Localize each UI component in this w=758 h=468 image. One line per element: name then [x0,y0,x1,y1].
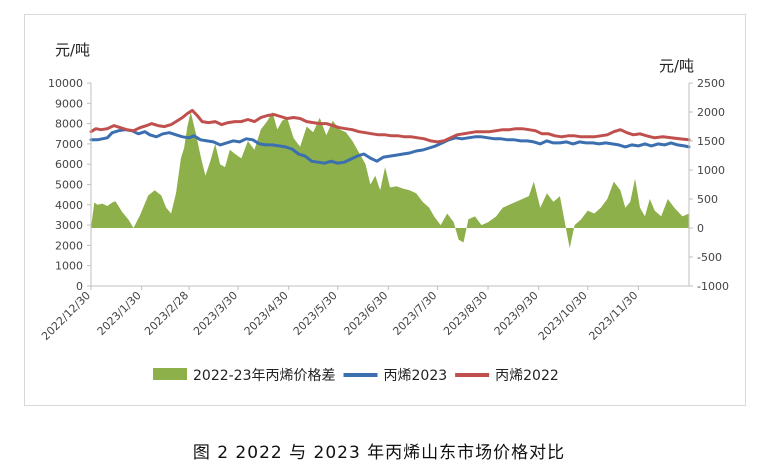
left-tick-label: 7000 [55,138,83,151]
figure-caption: 图 2 2022 与 2023 年丙烯山东市场价格对比 [192,443,566,463]
x-tick-label: 2023/7/30 [390,289,439,338]
left-tick-label: 10000 [48,77,83,90]
x-tick-label: 2023/1/30 [95,289,144,338]
right-tick-label: -500 [697,251,722,264]
legend: 2022-23年丙烯价格差 丙烯2023 丙烯2022 [153,368,559,384]
right-tick-label: -1000 [697,280,729,293]
x-tick-label: 2022/12/30 [39,289,93,343]
x-tick-label: 2023/2/28 [142,289,191,338]
series-area-diff [91,112,689,249]
x-tick-label: 2023/9/30 [492,289,541,338]
x-tick-label: 2023/10/30 [536,289,590,343]
right-tick-label: 1500 [697,135,725,148]
left-tick-label: 9000 [55,97,83,110]
x-tick-label: 2023/11/30 [586,289,640,343]
left-tick-label: 6000 [55,158,83,171]
left-tick-label: 5000 [55,179,83,192]
legend-label: 丙烯2023 [384,368,448,384]
left-tick-label: 0 [76,280,83,293]
right-tick-label: 1000 [697,164,725,177]
right-tick-label: 500 [697,193,718,206]
left-tick-label: 1000 [55,260,83,273]
left-tick-label: 2000 [55,239,83,252]
left-tick-label: 3000 [55,219,83,232]
legend-item-2: 丙烯2022 [455,368,559,384]
x-tick-label: 2023/8/30 [441,289,490,338]
series-line-2 [89,108,691,144]
x-tick-label: 2023/5/30 [291,289,340,338]
right-tick-label: 2500 [697,77,725,90]
legend-label: 2022-23年丙烯价格差 [193,368,336,384]
series-line-1 [89,128,691,165]
right-axis-unit: 元/吨 [659,57,695,75]
legend-item-0: 2022-23年丙烯价格差 [153,368,336,384]
legend-swatch [153,368,187,380]
right-tick-label: 0 [697,222,704,235]
right-tick-label: 2000 [697,106,725,119]
chart-frame: 元/吨 元/吨 0 1000 2000 3000 4000 5000 6000 7000 800… [24,14,746,406]
legend-item-1: 丙烯2023 [343,368,448,384]
left-tick-label: 8000 [55,118,83,131]
legend-label: 丙烯2022 [495,368,559,384]
left-axis-unit: 元/吨 [55,41,91,59]
left-tick-label: 4000 [55,199,83,212]
chart-plot: 0100020003000400050006000700080009000100… [39,77,729,384]
x-tick-label: 2023/4/30 [242,289,291,338]
x-tick-label: 2023/3/30 [191,289,240,338]
x-tick-label: 2023/6/30 [341,289,390,338]
area-layer [91,112,689,249]
line-layer [89,108,691,165]
